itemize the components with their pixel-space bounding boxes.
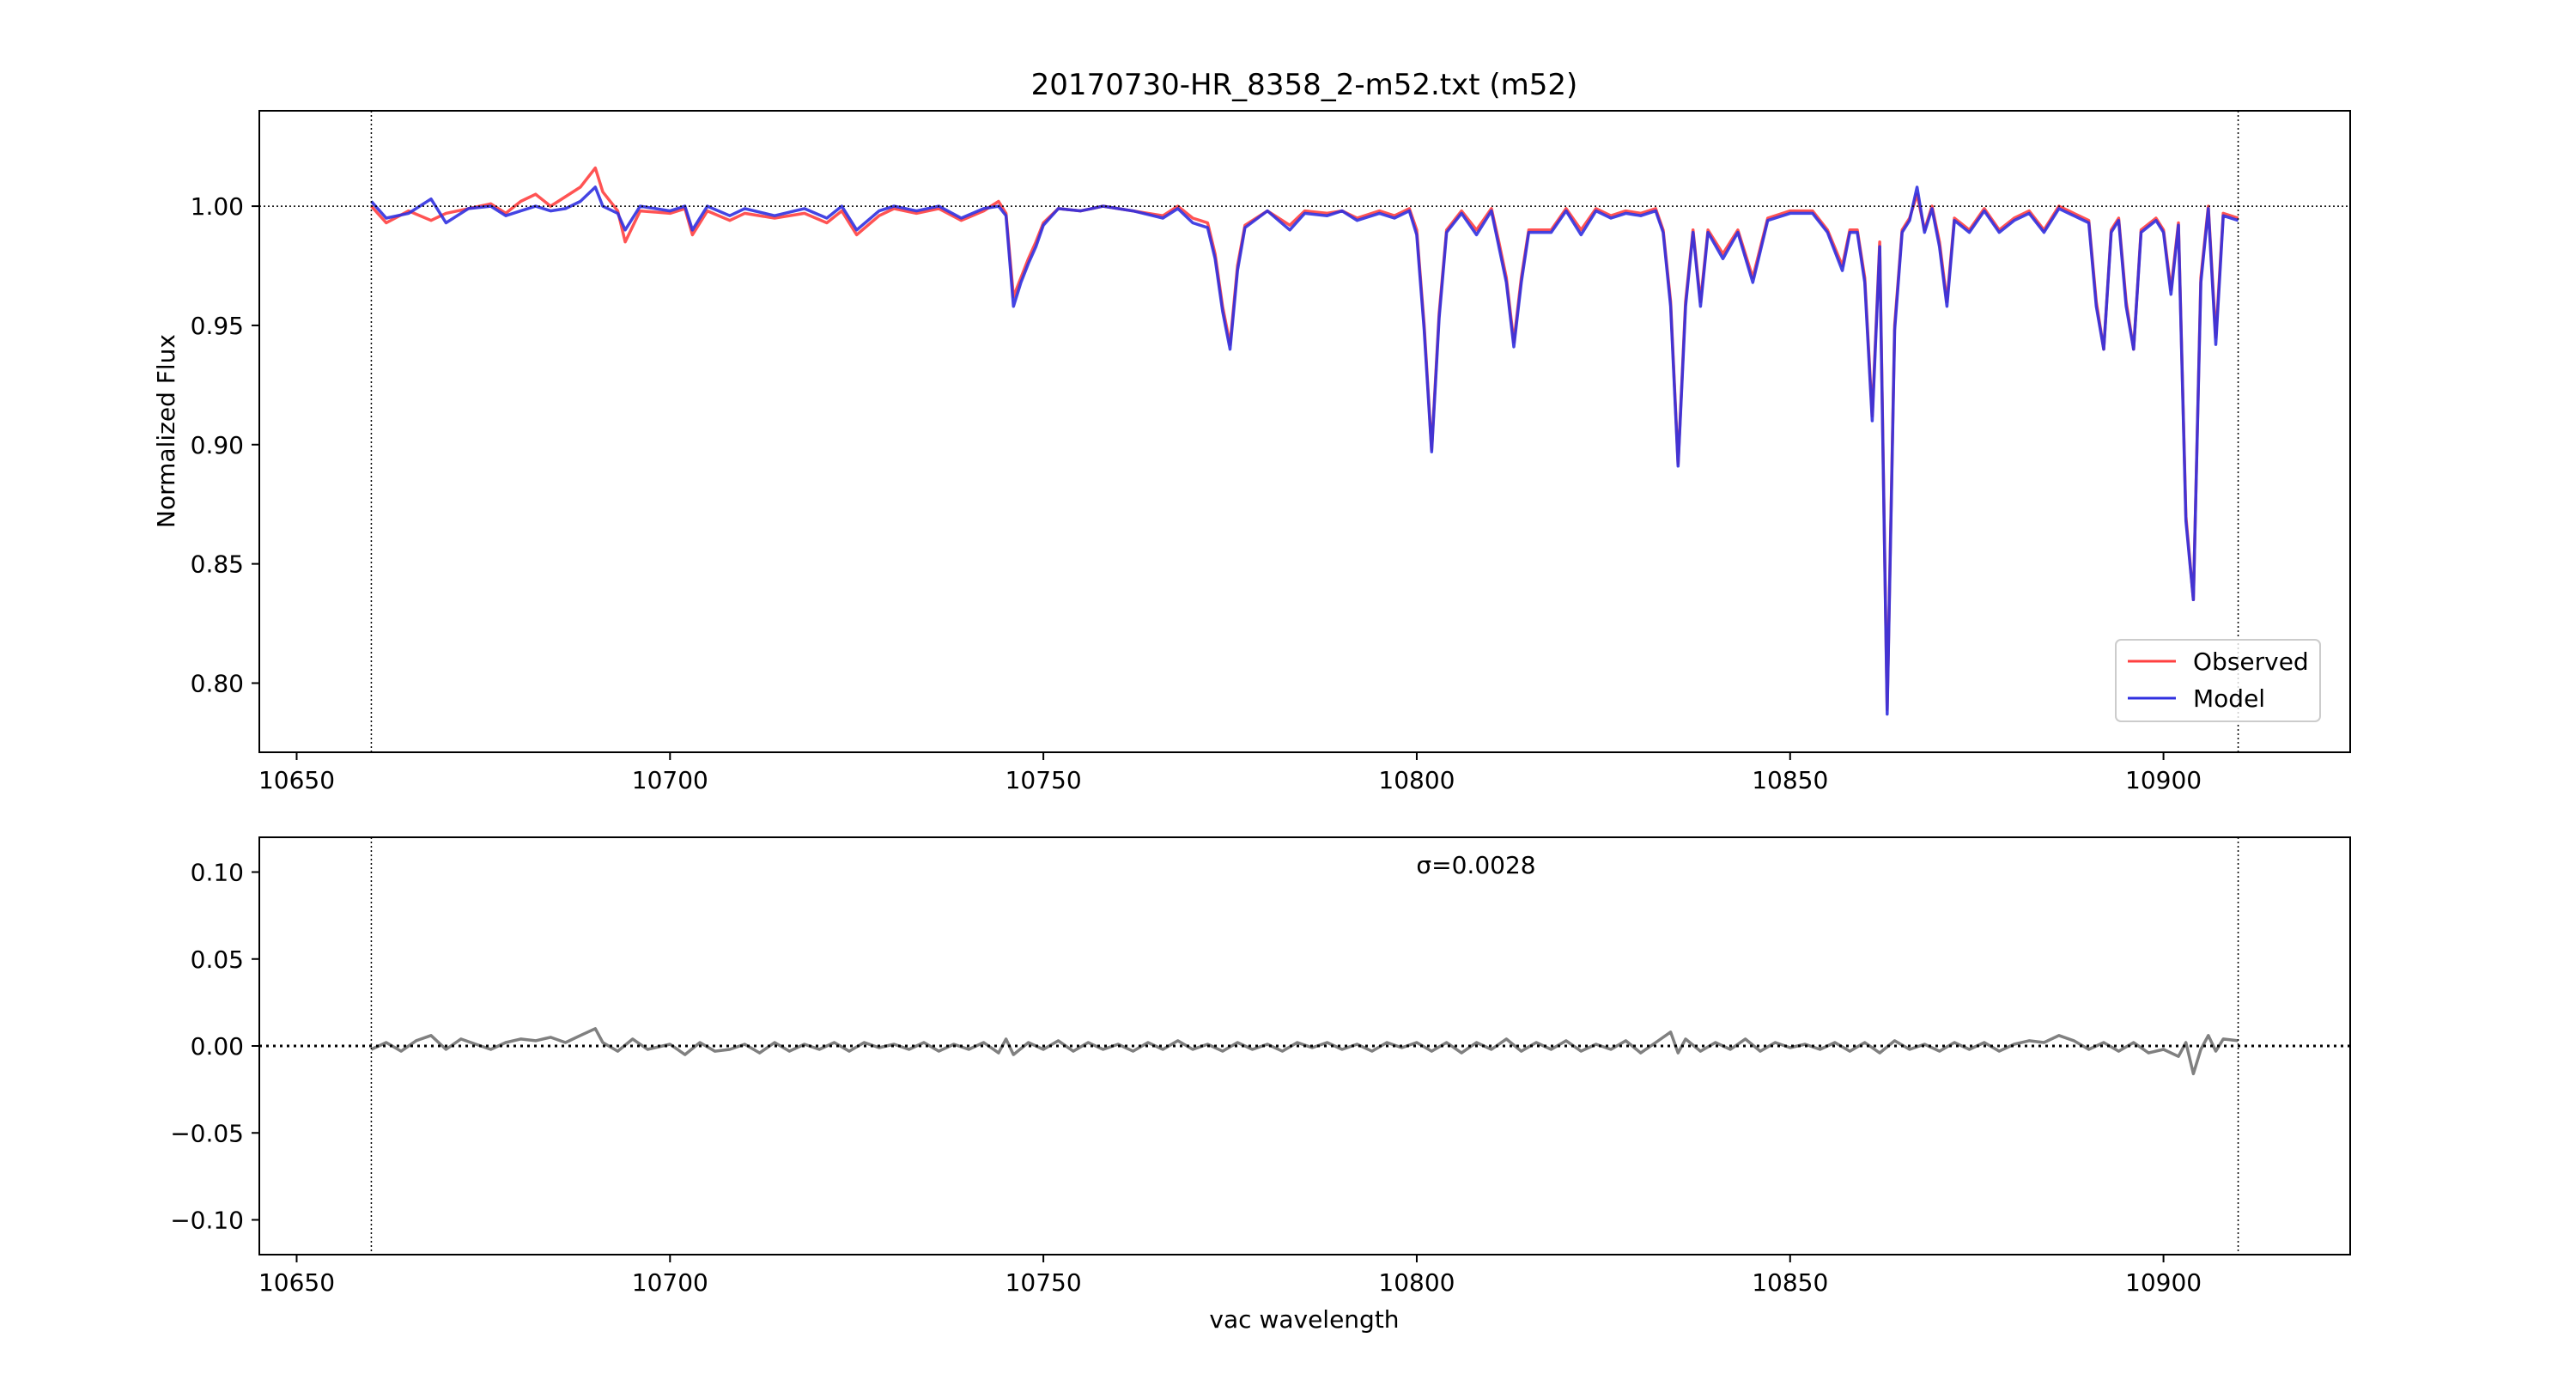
top-y-tick-label: 0.80 <box>191 669 244 697</box>
legend-observed-label: Observed <box>2193 647 2309 676</box>
bottom-y-tick-label: −0.10 <box>170 1207 244 1235</box>
top-y-tick-label: 0.95 <box>191 312 244 340</box>
top-series-line-observed <box>370 166 2239 711</box>
bottom-series-line-0 <box>370 1027 2239 1076</box>
top-series-line-model <box>370 185 2239 716</box>
bottom-x-tick-label: 10650 <box>258 1268 335 1297</box>
bottom-y-tick-label: 0.10 <box>191 859 244 887</box>
bottom-panel: 10650 10700 10750 10800 10850 10900 −0.10 −0.0… <box>170 836 2351 1334</box>
top-x-tick-label: 10850 <box>1752 766 1828 794</box>
sigma-annotation: σ=0.0028 <box>1416 851 1535 879</box>
bottom-x-axis: 10650 10700 10750 10800 10850 10900 <box>258 1255 2202 1297</box>
legend-model-label: Model <box>2193 684 2265 713</box>
bottom-y-tick-label: 0.05 <box>191 945 244 974</box>
bottom-x-tick-label: 10800 <box>1378 1268 1455 1297</box>
top-x-tick-label: 10700 <box>632 766 708 794</box>
bottom-x-tick-label: 10750 <box>1005 1268 1082 1297</box>
top-x-tick-label: 10800 <box>1378 766 1455 794</box>
top-x-tick-label: 10900 <box>2125 766 2202 794</box>
top-plot-area <box>259 111 2350 752</box>
top-y-axis-label: Normalized Flux <box>152 334 180 528</box>
bottom-plot-area <box>259 837 2350 1255</box>
top-y-tick-label: 1.00 <box>191 192 244 221</box>
top-y-tick-label: 0.85 <box>191 550 244 579</box>
top-x-tick-label: 10650 <box>258 766 335 794</box>
top-chart-title: 20170730-HR_8358_2-m52.txt (m52) <box>1031 68 1578 102</box>
top-panel: 10650 10700 10750 10800 10850 10900 0.800.850… <box>152 110 2351 794</box>
bottom-x-axis-label: vac wavelength <box>1209 1305 1399 1334</box>
bottom-x-tick-label: 10700 <box>632 1268 708 1297</box>
bottom-x-tick-label: 10850 <box>1752 1268 1828 1297</box>
bottom-y-axis: −0.10 −0.05 0.00 0.05 0.10 <box>170 859 259 1235</box>
top-y-tick-label: 0.90 <box>191 431 244 459</box>
legend: Observed Model <box>2115 639 2321 722</box>
top-plot-frame <box>258 110 2351 753</box>
top-x-tick-label: 10750 <box>1005 766 1082 794</box>
bottom-y-tick-label: 0.00 <box>191 1032 244 1061</box>
top-y-axis: 0.80 0.85 0.90 0.95 1.00 <box>191 192 259 697</box>
bottom-y-tick-label: −0.05 <box>170 1119 244 1147</box>
bottom-x-tick-label: 10900 <box>2125 1268 2202 1297</box>
top-x-axis: 10650 10700 10750 10800 10850 10900 <box>258 752 2202 794</box>
